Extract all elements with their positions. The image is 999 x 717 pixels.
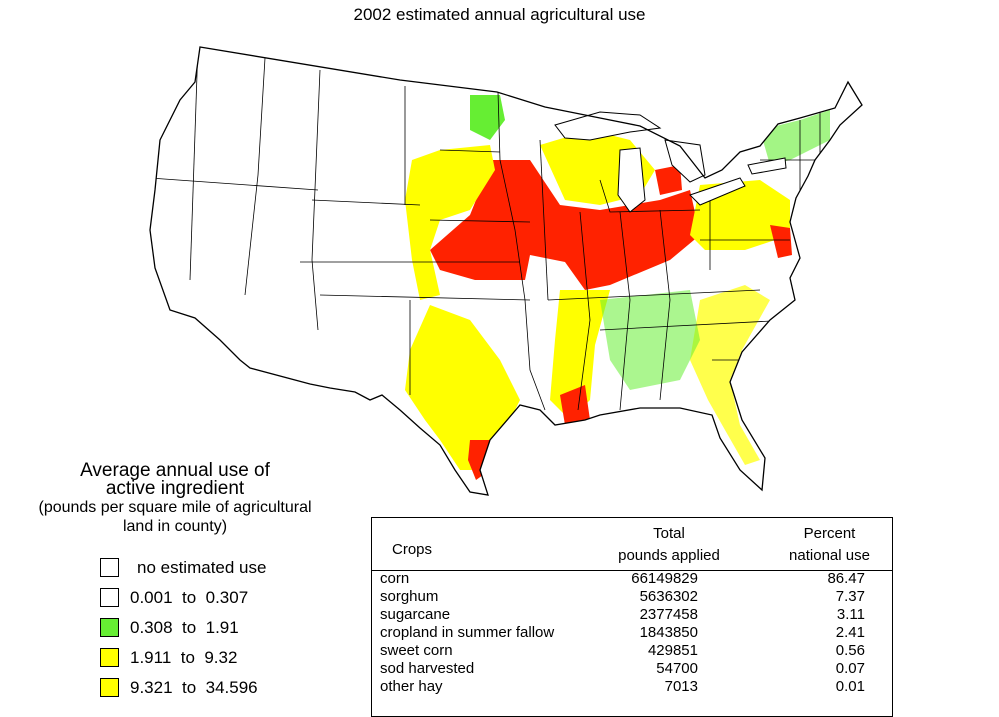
table-row: cropland in summer fallow 1843850 2.41 — [372, 624, 892, 642]
crop-name: sorghum — [380, 588, 439, 605]
crop-table: Crops Total pounds applied Percent natio… — [371, 517, 893, 717]
total-pounds: 1843850 — [639, 624, 698, 641]
region-medium-texas — [405, 305, 520, 470]
lake-erie — [689, 177, 746, 206]
legend-title-line-3: (pounds per square mile of agricultural — [38, 499, 312, 516]
crop-name: sweet corn — [380, 642, 453, 659]
total-pounds: 2377458 — [639, 606, 698, 623]
map-title: 2002 estimated annual agricultural use — [353, 5, 646, 24]
region-high-sugarcane — [560, 385, 590, 425]
region-medium-delta — [550, 290, 610, 420]
crop-name: corn — [380, 570, 410, 587]
legend-title-line-1: Average annual use of — [80, 460, 270, 481]
region-high-michigan — [655, 165, 682, 195]
legend-swatch — [100, 678, 119, 697]
percent-use: 0.01 — [835, 678, 865, 695]
total-pounds: 54700 — [656, 660, 698, 677]
legend-title: Average annual use of active ingredient … — [0, 460, 350, 536]
table-body: corn 66149829 86.47 sorghum 5636302 7.37 sugar… — [372, 570, 892, 696]
legend-label: 1.911 to 9.32 — [130, 648, 238, 667]
crop-name: sod harvested — [380, 660, 475, 677]
crop-name: other hay — [380, 678, 443, 695]
table-row: corn 66149829 86.47 — [372, 570, 892, 588]
percent-use: 0.56 — [835, 642, 865, 659]
legend-title-line-4: land in county) — [122, 518, 228, 535]
total-pounds: 429851 — [647, 642, 698, 659]
header-total-line-1: Total — [653, 525, 685, 542]
header-percent-line-1: Percent — [803, 525, 856, 542]
percent-use: 0.07 — [835, 660, 865, 677]
region-low-north — [470, 95, 505, 140]
usage-fill-layer — [405, 95, 830, 480]
lake-huron — [664, 139, 706, 183]
total-pounds: 66149829 — [631, 570, 698, 587]
table-row: sugarcane 2377458 3.11 — [372, 606, 892, 624]
region-high-maryland — [770, 225, 792, 258]
table-row: other hay 7013 0.01 — [372, 678, 892, 696]
legend-label: 0.001 to 0.307 — [130, 588, 249, 607]
header-crops: Crops — [392, 541, 433, 558]
table-row: sod harvested 54700 0.07 — [372, 660, 892, 678]
legend-swatch — [100, 558, 119, 577]
state-boundaries — [150, 47, 840, 411]
great-lakes — [554, 111, 787, 213]
percent-use: 2.41 — [835, 624, 865, 641]
us-map — [149, 46, 863, 496]
total-pounds: 5636302 — [639, 588, 698, 605]
header-total-line-2: pounds applied — [618, 547, 720, 564]
lake-superior — [554, 111, 662, 141]
region-high-texas-coast — [468, 440, 490, 480]
region-low-south — [600, 290, 700, 390]
region-medium-southeast — [690, 285, 770, 465]
legend-label: 9.321 to 34.596 — [130, 678, 258, 697]
table-row: sorghum 5636302 7.37 — [372, 588, 892, 606]
total-pounds: 7013 — [664, 678, 698, 695]
legend-swatch — [100, 648, 119, 667]
table-row: sweet corn 429851 0.56 — [372, 642, 892, 660]
table-header: Crops Total pounds applied Percent natio… — [372, 518, 892, 571]
percent-use: 7.37 — [835, 588, 865, 605]
region-medium-plains — [405, 145, 495, 300]
legend-swatch — [100, 618, 119, 637]
legend-label: no estimated use — [137, 558, 267, 577]
percent-use: 3.11 — [836, 606, 865, 623]
crop-name: sugarcane — [380, 606, 451, 623]
percent-use: 86.47 — [827, 570, 865, 587]
legend-swatch — [100, 588, 119, 607]
header-percent-line-2: national use — [789, 547, 870, 564]
legend-title-line-2: active ingredient — [105, 478, 245, 499]
legend-label: 0.308 to 1.91 — [130, 618, 239, 637]
lake-michigan — [617, 147, 646, 213]
crop-name: cropland in summer fallow — [380, 624, 555, 641]
region-low-northeast — [760, 110, 830, 165]
region-high-midwest — [430, 160, 700, 290]
lake-ontario — [747, 157, 787, 175]
